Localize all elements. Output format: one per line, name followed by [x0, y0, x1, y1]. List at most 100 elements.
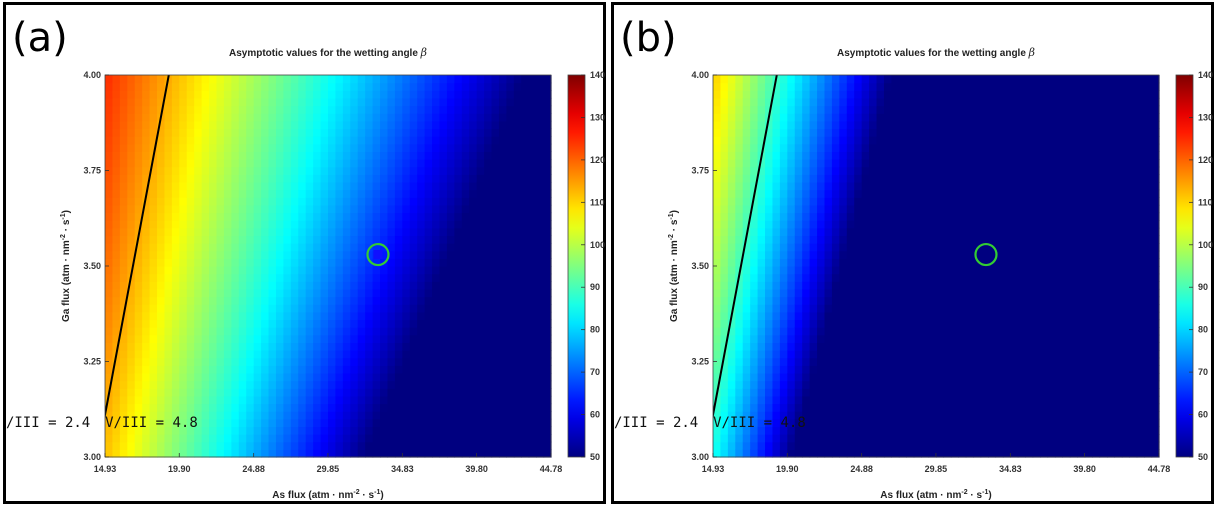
heatmap-cell: [943, 189, 952, 198]
heatmap-cell: [149, 159, 158, 168]
heatmap-cell: [491, 411, 500, 420]
heatmap-cell: [238, 212, 247, 221]
heatmap-cell: [446, 350, 455, 359]
heatmap-cell: [498, 166, 507, 175]
heatmap-cell: [201, 449, 210, 458]
heatmap-cell: [995, 220, 1004, 229]
heatmap-cell: [965, 434, 974, 443]
heatmap-cell: [854, 97, 863, 107]
heatmap-cell: [742, 105, 751, 114]
heatmap-cell: [476, 449, 485, 458]
heatmap-cell: [439, 288, 448, 298]
heatmap-cell: [194, 288, 203, 298]
heatmap-cell: [432, 342, 441, 351]
heatmap-cell: [484, 143, 493, 152]
heatmap-cell: [921, 273, 930, 282]
heatmap-cell: [869, 120, 878, 130]
heatmap-cell: [817, 105, 826, 114]
heatmap-cell: [394, 281, 403, 290]
heatmap-cell: [461, 372, 470, 382]
heatmap-cell: [424, 357, 433, 366]
heatmap-cell: [454, 212, 463, 221]
heatmap-cell: [231, 227, 240, 237]
heatmap-cell: [320, 342, 329, 351]
heatmap-cell: [476, 174, 485, 183]
heatmap-cell: [988, 227, 997, 237]
heatmap-cell: [357, 113, 366, 122]
heatmap-cell: [742, 136, 751, 145]
heatmap-cell: [513, 395, 522, 405]
heatmap-cell: [157, 128, 166, 137]
heatmap-cell: [223, 243, 232, 252]
heatmap-cell: [995, 319, 1004, 328]
heatmap-cell: [320, 181, 329, 191]
heatmap-cell: [446, 380, 455, 389]
heatmap-cell: [876, 304, 885, 313]
heatmap-cell: [513, 143, 522, 152]
heatmap-cell: [469, 82, 478, 91]
heatmap-cell: [958, 434, 967, 443]
heatmap-cell: [528, 136, 537, 145]
heatmap-cell: [861, 311, 870, 321]
heatmap-cell: [201, 365, 210, 374]
heatmap-cell: [105, 97, 114, 107]
heatmap-cell: [543, 128, 552, 137]
heatmap-cell: [119, 449, 128, 458]
heatmap-cell: [446, 403, 455, 412]
heatmap-cell: [543, 311, 552, 321]
heatmap-cell: [727, 403, 736, 412]
heatmap-cell: [268, 250, 277, 259]
heatmap-cell: [528, 350, 537, 359]
heatmap-cell: [253, 151, 262, 160]
heatmap-cell: [498, 235, 507, 244]
heatmap-cell: [357, 441, 366, 450]
heatmap-cell: [936, 105, 945, 114]
heatmap-cell: [246, 411, 255, 420]
heatmap-cell: [298, 250, 307, 259]
heatmap-cell: [876, 388, 885, 397]
heatmap-cell: [928, 82, 937, 91]
heatmap-cell: [394, 97, 403, 107]
heatmap-cell: [186, 388, 195, 397]
heatmap-cell: [201, 357, 210, 366]
heatmap-cell: [794, 281, 803, 290]
heatmap-cell: [119, 204, 128, 214]
heatmap-cell: [521, 250, 530, 259]
heatmap-cell: [735, 90, 744, 99]
heatmap-cell: [105, 197, 114, 206]
heatmap-cell: [809, 220, 818, 229]
heatmap-cell: [105, 357, 114, 366]
heatmap-cell: [409, 227, 418, 237]
heatmap-cell: [513, 273, 522, 282]
heatmap-cell: [127, 426, 136, 435]
heatmap-cell: [231, 441, 240, 450]
heatmap-cell: [268, 288, 277, 298]
heatmap-cell: [394, 304, 403, 313]
heatmap-cell: [484, 388, 493, 397]
heatmap-cell: [883, 403, 892, 412]
heatmap-cell: [765, 212, 774, 221]
heatmap-cell: [928, 342, 937, 351]
heatmap-cell: [543, 334, 552, 343]
heatmap-cell: [261, 235, 270, 244]
heatmap-cell: [432, 189, 441, 198]
heatmap-cell: [506, 189, 515, 198]
heatmap-cell: [809, 75, 818, 84]
heatmap-cell: [446, 143, 455, 152]
heatmap-cell: [402, 288, 411, 298]
heatmap-cell: [883, 304, 892, 313]
heatmap-cell: [936, 258, 945, 267]
heatmap-cell: [157, 136, 166, 145]
heatmap-cell: [861, 273, 870, 282]
heatmap-cell: [261, 327, 270, 336]
heatmap-cell: [424, 258, 433, 267]
heatmap-cell: [446, 197, 455, 206]
heatmap-cell: [521, 151, 530, 160]
heatmap-cell: [432, 227, 441, 237]
heatmap-cell: [831, 143, 840, 152]
heatmap-cell: [491, 181, 500, 191]
heatmap-cell: [765, 128, 774, 137]
heatmap-cell: [409, 90, 418, 99]
heatmap-cell: [528, 174, 537, 183]
heatmap-cell: [995, 334, 1004, 343]
